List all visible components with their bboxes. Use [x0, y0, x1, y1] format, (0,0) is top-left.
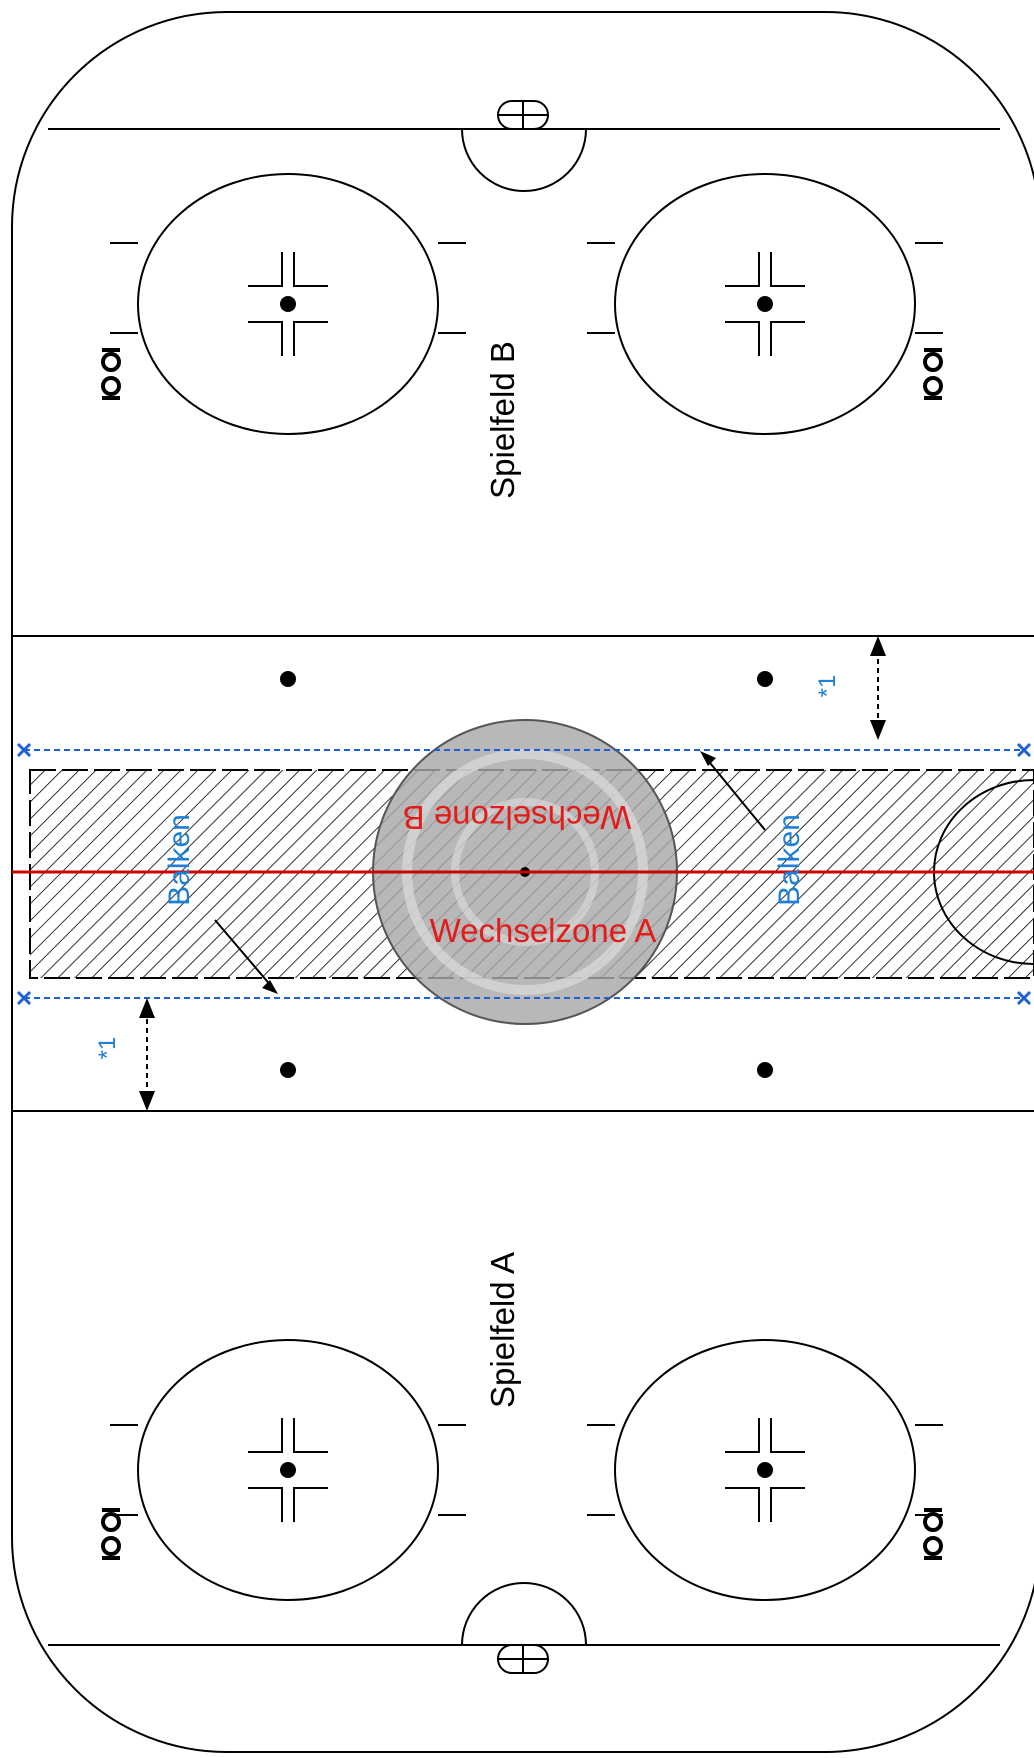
crease-top	[461, 100, 587, 192]
crease-bottom	[461, 1582, 587, 1674]
label-spielfeld-a: Spielfeld A	[484, 1252, 521, 1408]
x-marker	[16, 742, 1032, 1006]
label-wechselzone-a: Wechselzone A	[430, 912, 657, 949]
bench-symbol-top-right	[923, 348, 943, 400]
label-balken-right: Balken	[773, 814, 806, 906]
bench-symbol-bottom-right	[923, 1508, 943, 1560]
rink-boards	[11, 11, 1034, 1753]
faceoff-circle-bottom-right	[587, 1339, 943, 1601]
neutral-dot	[280, 671, 296, 687]
dimension-arrow-top	[870, 636, 886, 740]
label-spielfeld-b: Spielfeld B	[484, 341, 521, 499]
bench-symbol-top-left	[101, 348, 121, 400]
leader-arrow-left	[214, 919, 278, 994]
dimension-arrow-bottom	[139, 998, 155, 1111]
neutral-dot	[280, 1062, 296, 1078]
leader-arrow-right	[700, 751, 766, 831]
label-wechselzone-b: Wechselzone B	[403, 799, 632, 836]
neutral-dot	[757, 1062, 773, 1078]
neutral-dot	[757, 671, 773, 687]
faceoff-circle-top-right	[587, 173, 943, 435]
faceoff-circle-top-left	[110, 173, 466, 435]
bench-symbol-bottom-left	[101, 1508, 121, 1560]
label-balken-left: Balken	[163, 814, 196, 906]
label-marker-top: *1	[814, 675, 841, 698]
faceoff-circle-bottom-left	[110, 1339, 466, 1601]
label-marker-bottom: *1	[94, 1037, 121, 1060]
